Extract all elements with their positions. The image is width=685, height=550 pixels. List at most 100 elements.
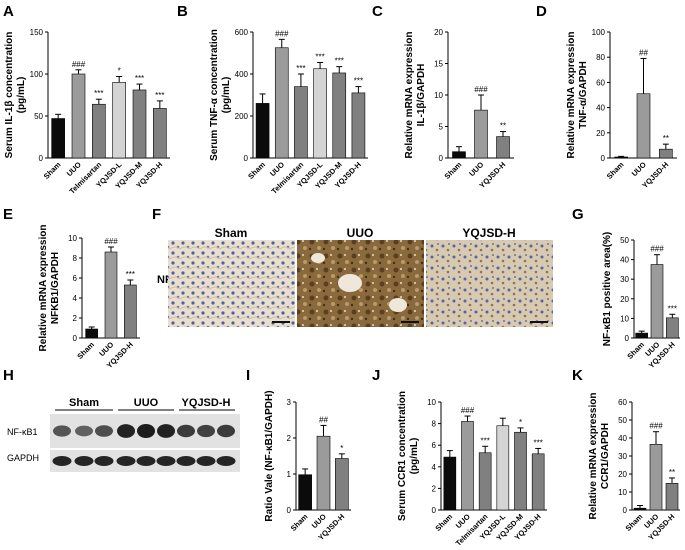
y-tick-label: 20 xyxy=(618,470,627,479)
significance-label: * xyxy=(340,444,343,453)
y-tick-label: 1 xyxy=(287,470,292,479)
bar-yqjsd-l xyxy=(496,425,510,511)
panel-letter-g: G xyxy=(572,206,584,223)
y-tick-label: 200 xyxy=(235,112,249,121)
y-tick-label: 20 xyxy=(596,129,605,138)
y-tick-label: 0 xyxy=(244,154,249,163)
blot-band-gapdh xyxy=(136,456,156,466)
significance-label: ### xyxy=(72,60,86,69)
y-tick-label: 0 xyxy=(439,154,444,163)
significance-label: *** xyxy=(533,438,542,447)
f-col-label-uuo: UUO xyxy=(347,226,374,240)
x-tick-label: Sham xyxy=(42,160,63,181)
y-axis-label: TNF-α/GAPDH xyxy=(578,61,589,129)
y-tick-label: 20 xyxy=(620,295,629,304)
f-col-label-yqjsd-h: YQJSD-H xyxy=(462,226,515,240)
panel-letter-e: E xyxy=(3,206,13,223)
y-tick-label: 30 xyxy=(620,275,629,284)
blot-band-nfkb1 xyxy=(197,424,215,438)
bar-yqjsd-h xyxy=(153,108,167,159)
y-tick-label: 150 xyxy=(30,28,44,37)
y-tick-label: 50 xyxy=(618,416,627,425)
significance-label: *** xyxy=(354,77,363,86)
bar-uuo xyxy=(474,109,488,159)
y-tick-label: 80 xyxy=(596,53,605,62)
blot-band-nfkb1 xyxy=(117,424,135,438)
y-tick-label: 10 xyxy=(434,91,443,100)
bar-chart-b: 0 200 400 600 Serum TNF-α concentration (pg/m… xyxy=(209,28,368,196)
x-tick-label: Sham xyxy=(289,512,310,533)
bar-telmisartan xyxy=(92,103,106,159)
y-tick-label: 6 xyxy=(73,274,78,283)
bar-chart-e: 0 2 4 6 8 10 Relative mRNA expression NFKB1/GAP… xyxy=(38,225,140,370)
blot-band-gapdh xyxy=(74,456,94,466)
significance-label: *** xyxy=(135,74,144,83)
bar-yqjsd-h xyxy=(666,317,679,339)
y-tick-label: 40 xyxy=(618,434,627,443)
y-axis-label: CCR1/GAPDH xyxy=(600,423,611,489)
bar-yqjsd-l xyxy=(112,82,126,159)
y-tick-label: 6 xyxy=(432,441,437,450)
bar-uuo xyxy=(636,93,651,159)
y-tick-label: 600 xyxy=(235,28,249,37)
y-tick-label: 50 xyxy=(620,236,629,245)
y-tick-label: 2 xyxy=(432,484,437,493)
panel-letter-f: F xyxy=(152,206,161,223)
y-tick-label: 60 xyxy=(596,78,605,87)
bar-sham xyxy=(298,474,312,511)
bar-sham xyxy=(255,103,270,159)
panel-letter-j: J xyxy=(372,367,380,384)
y-axis-label: Relative mRNA expression xyxy=(404,32,415,159)
y-tick-label: 60 xyxy=(618,398,627,407)
x-tick-label: Sham xyxy=(605,160,626,181)
y-tick-label: 40 xyxy=(596,104,605,113)
tubule-lumen xyxy=(389,298,407,312)
panel-letter-k: K xyxy=(572,367,583,384)
y-tick-label: 0 xyxy=(623,506,628,515)
x-tick-label: Sham xyxy=(433,512,454,533)
tubule-lumen xyxy=(311,253,325,263)
y-axis-label: Serum IL-1β concentration xyxy=(4,32,15,159)
x-tick-label: Sham xyxy=(443,160,464,181)
bar-yqjsd-h xyxy=(124,284,137,339)
y-tick-label: 0 xyxy=(39,154,44,163)
y-tick-label: 0 xyxy=(73,334,78,343)
bar-sham xyxy=(452,151,466,159)
h-row-label-gapdh: GAPDH xyxy=(7,453,39,463)
y-tick-label: 10 xyxy=(618,488,627,497)
ihc-image-sham xyxy=(168,240,295,327)
bar-yqjsd-h xyxy=(531,453,545,511)
y-tick-label: 4 xyxy=(73,294,78,303)
blot-band-nfkb1 xyxy=(75,425,93,437)
bar-sham xyxy=(633,507,647,511)
bar-chart-c: 0 5 10 15 20 Relative mRNA expression IL-1β/GA… xyxy=(404,28,514,190)
significance-label: ### xyxy=(461,406,475,415)
bar-uuo xyxy=(461,421,474,511)
y-axis-label: NFKB1/GAPDH xyxy=(50,252,61,324)
panel-letter-a: A xyxy=(3,3,14,20)
panel-letter-h: H xyxy=(3,367,14,384)
bar-yqjsd-h xyxy=(659,148,673,159)
significance-label: *** xyxy=(94,89,103,98)
h-group-label-sham: Sham xyxy=(69,397,99,409)
blot-band-gapdh xyxy=(52,456,72,466)
bar-uuo xyxy=(649,443,663,511)
bar-uuo xyxy=(274,47,289,159)
h-group-label-yqjsd-h: YQJSD-H xyxy=(182,397,231,409)
x-tick-label: Sham xyxy=(75,340,96,361)
bar-yqjsd-m xyxy=(332,72,347,159)
blot-band-gapdh xyxy=(116,456,136,466)
bar-yqjsd-h xyxy=(351,92,366,159)
h-row-label-nfkb1: NF-κB1 xyxy=(7,427,38,437)
blot-band-gapdh xyxy=(156,456,176,466)
significance-label: *** xyxy=(126,270,135,279)
y-axis-label: Relative mRNA expression xyxy=(566,32,577,159)
y-tick-label: 10 xyxy=(620,314,629,323)
y-axis-label: Relative mRNA expression xyxy=(38,225,49,352)
y-tick-label: 0 xyxy=(432,506,437,515)
blot-band-nfkb1 xyxy=(217,424,235,438)
significance-label: *** xyxy=(668,304,677,313)
bar-yqjsd-m xyxy=(514,431,527,511)
blot-band-nfkb1 xyxy=(157,424,175,438)
